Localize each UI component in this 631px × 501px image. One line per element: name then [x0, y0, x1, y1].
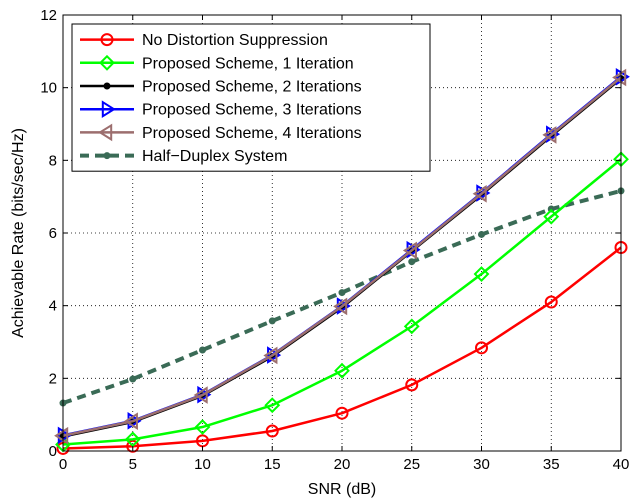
data-point	[123, 412, 138, 431]
data-point	[193, 386, 208, 404]
y-tick-label: 12	[40, 7, 57, 24]
legend-item: Proposed Scheme, 1 Iteration	[80, 54, 354, 72]
data-point	[263, 346, 278, 365]
x-axis-title: SNR (dB)	[308, 481, 376, 498]
data-point	[403, 318, 420, 335]
series-5	[54, 68, 627, 445]
series-line	[62, 76, 622, 437]
y-tick-label: 6	[49, 225, 57, 242]
legend-item: Proposed Scheme, 2 Iterations	[80, 79, 362, 96]
legend-item: Half−Duplex System	[80, 148, 287, 165]
data-point	[129, 375, 137, 383]
x-tick-label: 40	[613, 456, 630, 473]
data-point	[333, 297, 348, 316]
legend-marker	[100, 33, 114, 47]
y-ticks: 0 2 4 6 8 10 12	[40, 7, 621, 460]
data-point	[54, 426, 69, 445]
legend-label: Half−Duplex System	[142, 148, 287, 165]
legend-label: Proposed Scheme, 3 Iterations	[142, 102, 362, 119]
legend-label: Proposed Scheme, 1 Iteration	[142, 55, 354, 72]
data-point	[335, 406, 349, 420]
y-axis-title: Achievable Rate (bits/sec/Hz)	[10, 128, 27, 338]
data-point	[475, 341, 488, 355]
data-point	[197, 385, 212, 404]
x-tick-label: 35	[543, 456, 560, 473]
legend-marker	[103, 152, 111, 160]
x-tick-label: 30	[473, 456, 490, 473]
series-2	[55, 151, 629, 453]
data-point	[544, 295, 558, 309]
data-point	[408, 258, 416, 266]
data-point	[612, 68, 627, 87]
data-point	[199, 346, 206, 354]
data-point	[542, 126, 557, 144]
series-layer	[54, 67, 630, 455]
legend: No Distortion Suppression Proposed Scheme…	[71, 23, 431, 172]
x-tick-label: 25	[403, 456, 420, 473]
data-point	[57, 426, 72, 445]
data-point	[268, 317, 276, 325]
legend-marker	[98, 123, 113, 142]
data-point	[265, 424, 279, 438]
data-point	[472, 184, 487, 203]
legend-item: No Distortion Suppression	[80, 32, 328, 49]
series-line	[62, 246, 622, 450]
data-point	[267, 346, 282, 364]
data-point	[405, 378, 419, 392]
x-tick-label: 0	[59, 456, 67, 473]
x-tick-label: 5	[129, 456, 137, 473]
data-point	[338, 289, 346, 297]
legend-label: No Distortion Suppression	[142, 32, 328, 49]
y-tick-label: 2	[49, 370, 57, 387]
x-tick-label: 20	[334, 456, 351, 473]
legend-item: Proposed Scheme, 3 Iterations	[80, 100, 362, 119]
legend-label: Proposed Scheme, 2 Iterations	[142, 79, 362, 96]
data-point	[126, 439, 140, 453]
data-point	[473, 266, 490, 282]
y-tick-label: 10	[40, 80, 57, 97]
x-ticks: 0 5 10 15 20 25 30 35 40	[59, 15, 630, 473]
data-point	[124, 431, 141, 448]
legend-marker	[101, 100, 116, 119]
x-tick-label: 10	[194, 456, 211, 473]
y-tick-label: 8	[49, 152, 57, 169]
legend-marker	[99, 54, 115, 71]
data-point	[264, 397, 281, 414]
y-tick-label: 4	[49, 298, 57, 315]
series-line	[62, 158, 622, 446]
legend-box	[71, 23, 431, 172]
legend-item: Proposed Scheme, 4 Iterations	[80, 123, 362, 142]
legend-marker	[103, 82, 111, 90]
data-point	[194, 419, 211, 435]
y-tick-label: 0	[49, 443, 57, 460]
data-point	[334, 362, 350, 379]
data-point	[543, 208, 560, 225]
data-point	[402, 241, 417, 260]
data-point	[336, 297, 351, 315]
data-point	[478, 230, 485, 238]
legend-label: Proposed Scheme, 4 Iterations	[142, 125, 362, 142]
x-tick-label: 15	[264, 456, 281, 473]
